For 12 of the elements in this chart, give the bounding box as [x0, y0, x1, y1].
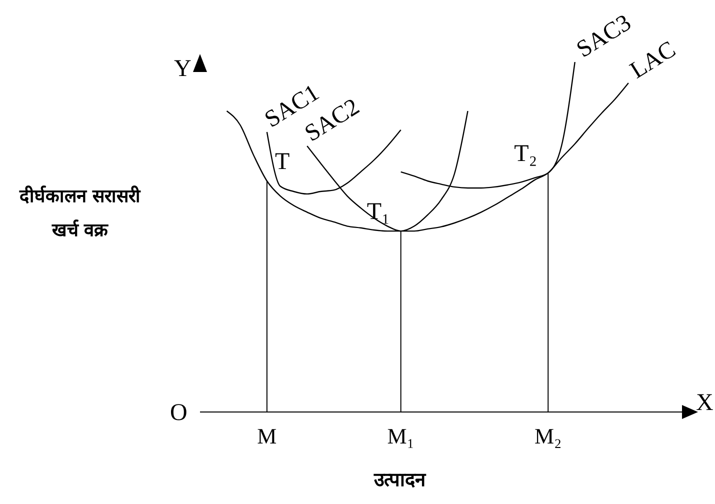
x-axis-title: उत्पादन — [372, 468, 428, 492]
annotation: T — [274, 149, 290, 175]
annotation: T₁ — [366, 199, 390, 226]
text: LAC — [626, 36, 680, 84]
text: Y — [174, 56, 192, 82]
annotation: T₂ — [514, 140, 538, 167]
text: X — [696, 390, 714, 416]
text: O — [170, 400, 188, 426]
x-tick-label: M — [257, 424, 277, 449]
x-tick-label: M₂ — [534, 424, 562, 449]
x-tick-label: M₁ — [387, 424, 414, 449]
y-axis-title: दीर्घकालन सरासरी खर्च वक्र — [18, 184, 142, 243]
